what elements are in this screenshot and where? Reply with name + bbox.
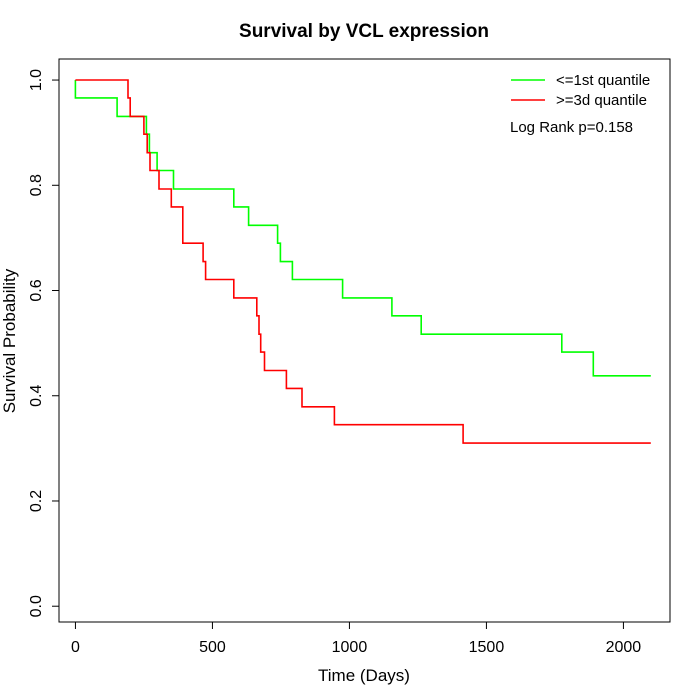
legend: <=1st quantile >=3d quantile [511,72,650,109]
y-tick-label: 0.2 [28,490,45,512]
x-tick-label: 1000 [332,639,368,656]
y-axis-label: Survival Probability [0,268,19,413]
y-tick-label: 0.0 [28,595,45,617]
legend-label: <=1st quantile [556,72,650,89]
x-axis-label: Time (Days) [318,666,410,685]
y-tick-label: 1.0 [28,69,45,91]
x-tick-label: 2000 [606,639,642,656]
survival-curve-series-1 [74,80,651,377]
legend-label: >=3d quantile [556,92,647,109]
log-rank-annotation: Log Rank p=0.158 [510,119,633,136]
plot-frame [58,58,671,623]
y-tick-label: 0.8 [28,174,45,196]
x-tick-label: 1500 [469,639,505,656]
x-tick-label: 500 [199,639,226,656]
series-layer [74,79,651,444]
y-tick-label: 0.6 [28,279,45,301]
survival-curve-series-2 [75,79,651,444]
chart-title: Survival by VCL expression [239,21,489,42]
x-axis: 0 500 1000 1500 2000 [71,621,642,656]
y-axis: 0.0 0.2 0.4 0.6 0.8 1.0 [28,69,60,617]
y-tick-label: 0.4 [28,385,45,407]
x-tick-label: 0 [71,639,80,656]
